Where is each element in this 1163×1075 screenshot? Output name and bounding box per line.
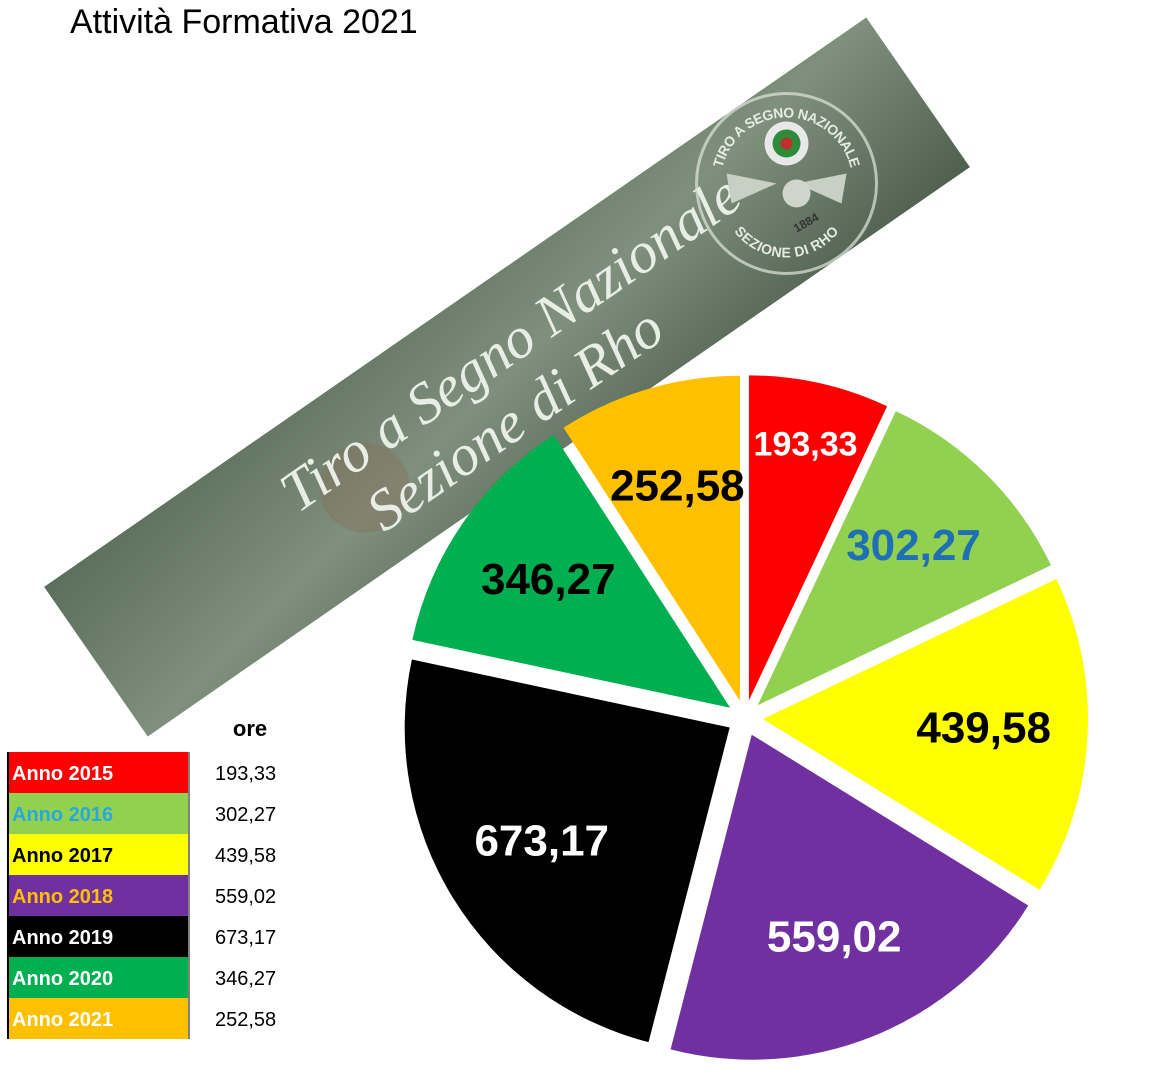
legend-value: 439,58 <box>215 845 276 867</box>
legend-value: 302,27 <box>215 804 276 826</box>
legend-label: Anno 2017 <box>12 845 113 867</box>
legend-label: Anno 2021 <box>12 1009 113 1031</box>
legend-value: 673,17 <box>215 927 276 949</box>
legend-header: ore <box>233 716 267 741</box>
legend-label: Anno 2020 <box>12 968 113 990</box>
legend: ore Anno 2015 193,33 Anno 2016 302,27 Anno 20… <box>8 716 276 1039</box>
legend-label: Anno 2016 <box>12 804 113 826</box>
data-label: 193,33 <box>754 426 858 464</box>
legend-value: 252,58 <box>215 1009 276 1031</box>
data-label: 252,58 <box>610 461 745 510</box>
data-label: 346,27 <box>481 555 616 604</box>
data-label: 673,17 <box>474 816 609 865</box>
data-label: 439,58 <box>916 704 1051 753</box>
legend-value: 346,27 <box>215 968 276 990</box>
legend-label: Anno 2015 <box>12 763 113 785</box>
legend-label: Anno 2019 <box>12 927 113 949</box>
legend-label: Anno 2018 <box>12 886 113 908</box>
chart-title: Attività Formativa 2021 <box>70 3 418 41</box>
data-label: 302,27 <box>846 521 981 570</box>
legend-value: 193,33 <box>215 763 276 785</box>
legend-value: 559,02 <box>215 886 276 908</box>
page: Attività Formativa 2021 Tiro a Segno Naz… <box>0 0 1163 1075</box>
pie: 193,33 302,27 439,58 559,02 673,17 346,27 252,… <box>405 375 1088 1059</box>
data-label: 559,02 <box>767 912 902 961</box>
